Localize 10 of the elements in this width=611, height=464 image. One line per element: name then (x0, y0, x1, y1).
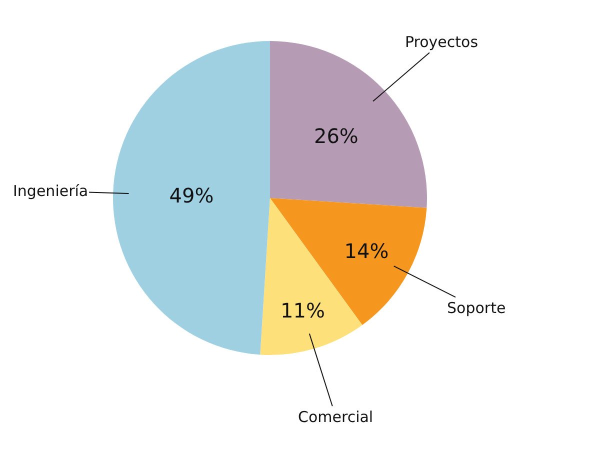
slice-label: Proyectos (405, 33, 478, 51)
slice-label: Ingeniería (13, 182, 88, 200)
slice-label: Comercial (298, 408, 374, 426)
slice-label: Soporte (447, 299, 506, 317)
data-label: 14% (344, 239, 389, 264)
pie-slice (270, 198, 427, 326)
data-label: 11% (280, 298, 325, 323)
data-label: 49% (169, 184, 214, 208)
data-label: 26% (314, 124, 358, 148)
pie-slice (113, 41, 270, 355)
